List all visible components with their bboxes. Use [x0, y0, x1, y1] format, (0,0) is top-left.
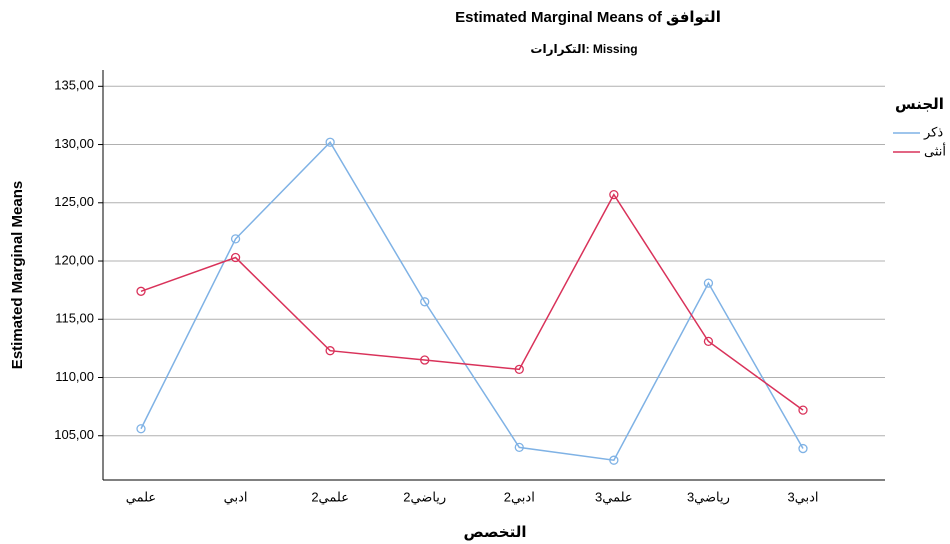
data-point [703, 336, 714, 347]
y-tick-label: 120,00 [54, 252, 94, 267]
series-line [140, 193, 804, 411]
legend-label: أنثى [924, 142, 946, 158]
data-point [136, 424, 146, 434]
data-point [703, 278, 714, 288]
chart-subtitle: التكرارات: Missing [530, 42, 637, 56]
x-tick-label: ادبي2 [504, 489, 535, 504]
x-tick-label: علمي3 [595, 489, 633, 504]
data-point [325, 346, 335, 356]
x-tick-label: رياضي2 [403, 489, 446, 505]
data-point [514, 442, 524, 453]
y-axis-label: Estimated Marginal Means [9, 181, 26, 369]
data-point [514, 364, 524, 374]
x-tick-label: رياضي3 [687, 489, 730, 505]
x-tick-label: ادبي [224, 489, 248, 504]
data-point [798, 405, 808, 415]
chart-title: Estimated Marginal Means of التوافق [455, 9, 721, 26]
x-tick-label: ادبي3 [787, 489, 818, 504]
y-tick-label: 130,00 [54, 136, 94, 151]
legend-title: الجنس [895, 96, 944, 113]
series-line [140, 140, 804, 462]
data-point [609, 455, 619, 465]
data-point [230, 234, 241, 244]
data-point [609, 189, 619, 200]
x-tick-label: علمي2 [311, 489, 349, 504]
y-tick-label: 135,00 [54, 78, 94, 93]
y-tick-label: 110,00 [55, 369, 94, 384]
data-point [230, 252, 241, 263]
y-tick-label: 105,00 [54, 427, 94, 442]
data-point [325, 137, 335, 147]
legend-label: ذكر [923, 124, 943, 140]
y-tick-label: 125,00 [54, 194, 94, 209]
data-point [420, 297, 430, 307]
data-point [798, 443, 808, 454]
y-tick-label: 115,00 [55, 311, 94, 326]
data-point [420, 355, 430, 365]
data-point [136, 286, 146, 296]
x-axis-label: التخصص [464, 524, 527, 541]
x-tick-label: علمي [126, 489, 156, 504]
